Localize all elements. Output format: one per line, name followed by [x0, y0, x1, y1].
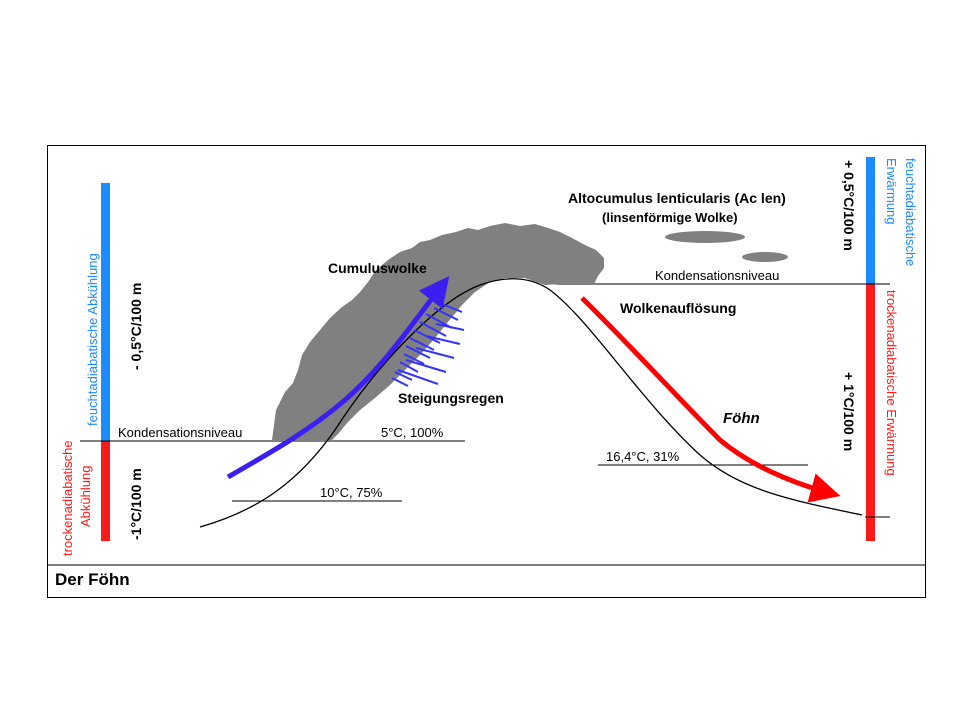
- right-red-bar: [866, 284, 875, 541]
- right-lower-label: trockenadiabatische Erwärmung: [884, 290, 899, 476]
- right-lower-rate: + 1°C/100 m: [841, 372, 857, 451]
- left-lower-label-2: Abkühlung: [78, 466, 93, 527]
- right-upper-label-1: feuchtadiabatische: [903, 158, 918, 266]
- temp-label-10: 10°C, 75%: [320, 485, 383, 500]
- rain-hatching: [391, 303, 465, 387]
- lenticular-cloud-2: [742, 252, 788, 262]
- rain-label: Steigungsregen: [398, 390, 504, 406]
- right-upper-rate: + 0,5°C/100 m: [841, 160, 857, 251]
- condensation-label-right: Kondensationsniveau: [655, 268, 779, 283]
- temp-label-16: 16,4°C, 31%: [606, 449, 680, 464]
- left-blue-bar: [101, 183, 110, 441]
- foehn-label: Föhn: [723, 410, 760, 427]
- diagram-frame: [47, 145, 926, 598]
- right-upper-label-2: Erwärmung: [884, 158, 899, 224]
- cumulus-label: Cumuluswolke: [328, 260, 427, 276]
- altocumulus-sub-label: (linsenförmige Wolke): [602, 210, 738, 225]
- left-red-bar: [101, 441, 110, 541]
- dissolution-label: Wolkenauflösung: [620, 300, 736, 316]
- left-lower-label-1: trockenadiabatische: [60, 440, 75, 556]
- left-upper-rate: - 0,5°C/100 m: [128, 283, 144, 370]
- left-upper-label: feuchtadiabatische Abkühlung: [85, 253, 100, 426]
- descent-arrow: [580, 296, 841, 503]
- altocumulus-label: Altocumulus lenticularis (Ac len): [568, 190, 786, 206]
- ascent-arrow: [226, 276, 450, 480]
- right-blue-bar: [866, 157, 875, 284]
- diagram-caption: Der Föhn: [55, 570, 130, 589]
- condensation-label-left: Kondensationsniveau: [118, 425, 242, 440]
- temp-label-5: 5°C, 100%: [381, 425, 444, 440]
- left-lower-rate: -1°C/100 m: [128, 468, 144, 540]
- lenticular-cloud-1: [665, 231, 745, 243]
- mountain-profile: [199, 278, 863, 528]
